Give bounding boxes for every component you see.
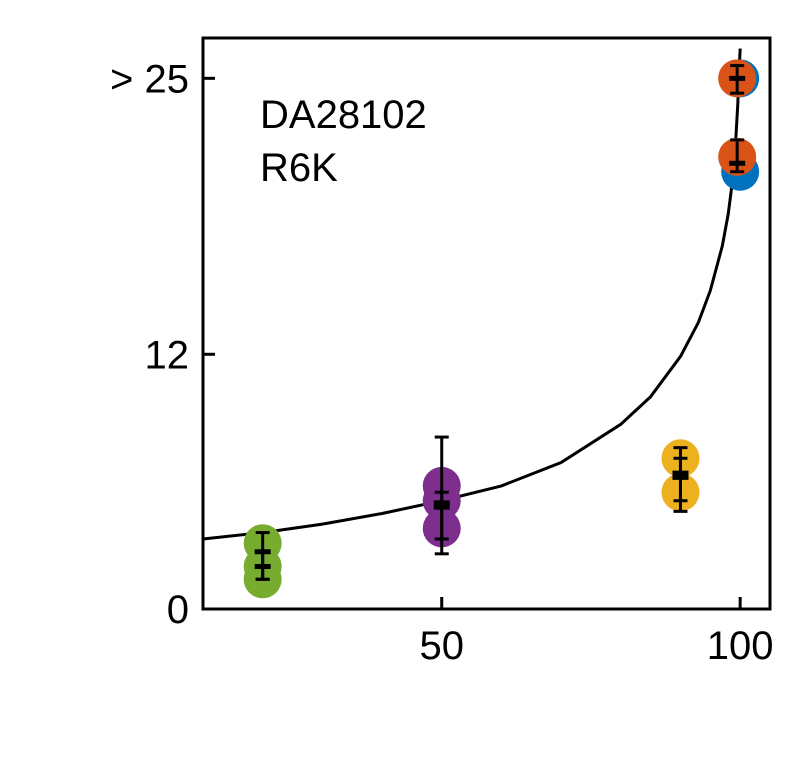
y-tick-label: > 25 bbox=[110, 57, 189, 101]
x-tick-label: 50 bbox=[419, 624, 464, 668]
points-layer bbox=[243, 59, 760, 599]
y-tick-label: 0 bbox=[167, 588, 189, 632]
axes-layer: 50 100 0 12 > 25 bbox=[110, 57, 774, 668]
plot-frame bbox=[201, 36, 772, 611]
annotation-line-1: DA28102 bbox=[260, 93, 427, 137]
x-tick-label: 100 bbox=[707, 624, 774, 668]
error-bars-layer bbox=[254, 64, 746, 581]
annotation-line-2: R6K bbox=[260, 146, 338, 190]
y-tick-label: 12 bbox=[145, 333, 190, 377]
